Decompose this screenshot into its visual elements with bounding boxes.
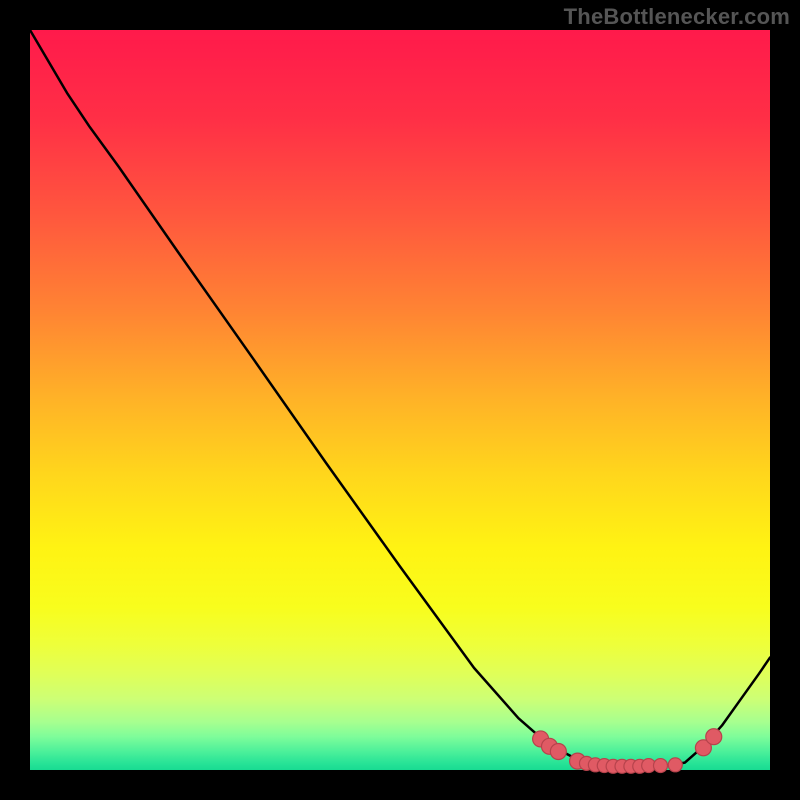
marker-point [668,758,682,772]
plot-gradient-rect [30,30,770,770]
marker-point [653,759,667,773]
watermark-text: TheBottlenecker.com [564,4,790,30]
chart-svg [0,0,800,800]
marker-point [550,744,566,760]
chart-container: TheBottlenecker.com [0,0,800,800]
marker-point [706,729,722,745]
